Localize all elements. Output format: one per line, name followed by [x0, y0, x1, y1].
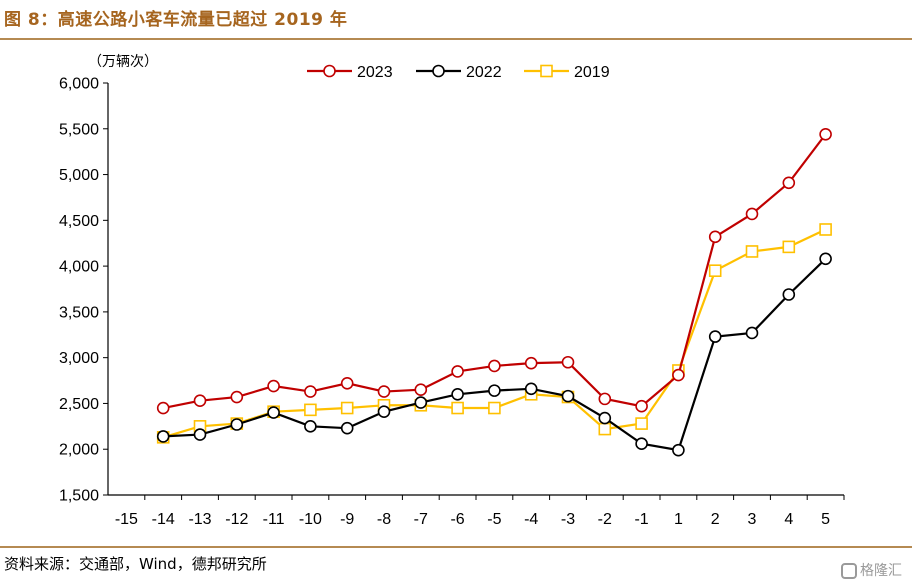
- data-point-2023: [340, 377, 354, 390]
- data-point-2022: [193, 428, 207, 441]
- watermark-text: 格隆汇: [860, 563, 902, 579]
- line-chart: 1,500 2,000 2,500 3,000 3,500 4,000 4,500 5,000…: [59, 54, 845, 528]
- x-tick-label: -11: [263, 511, 285, 528]
- data-point-2023: [782, 176, 796, 190]
- data-point-2023: [267, 379, 280, 393]
- legend: 2023 2022 2019: [307, 64, 610, 81]
- x-tick-label: -15: [115, 511, 138, 528]
- data-point-2022: [488, 384, 501, 397]
- data-point-2022: [304, 420, 317, 433]
- data-point-2022: [340, 421, 354, 435]
- y-tick-label: 3,500: [59, 304, 99, 321]
- x-tick-label: -13: [188, 511, 211, 528]
- x-tick-label: -6: [450, 511, 464, 528]
- data-point-2023: [819, 127, 832, 141]
- figure-title: 图 8：高速公路小客车流量已超过 2019 年: [4, 10, 348, 30]
- data-point-2023: [598, 392, 612, 406]
- data-point-2023: [524, 356, 538, 370]
- data-point-2023: [304, 385, 317, 398]
- data-point-2019: [340, 401, 354, 415]
- x-tick-label: -2: [598, 511, 612, 528]
- data-point-2023: [230, 390, 244, 404]
- data-point-2023: [708, 230, 722, 244]
- y-tick-label: 6,000: [59, 76, 99, 93]
- data-point-2022: [451, 387, 464, 401]
- data-point-2023: [156, 401, 170, 415]
- y-tick-label: 5,000: [59, 167, 99, 184]
- data-point-2019: [819, 223, 832, 236]
- data-point-2023: [414, 383, 428, 397]
- data-point-2022: [745, 326, 759, 340]
- x-tick-label: -5: [487, 511, 501, 528]
- data-point-2022: [819, 252, 832, 266]
- top-rule: [0, 38, 912, 40]
- source-note: 资料来源：交通部，Wind，德邦研究所: [4, 555, 267, 573]
- x-tick-label: -3: [561, 511, 575, 528]
- watermark: 格隆汇: [841, 560, 902, 580]
- data-point-2023: [561, 355, 575, 369]
- y-tick-label: 2,500: [59, 396, 99, 413]
- y-axis-unit-label: （万辆次）: [88, 54, 158, 70]
- legend-marker-2023: [323, 64, 336, 78]
- x-tick-label: -4: [524, 511, 538, 528]
- data-point-2019: [745, 245, 759, 258]
- x-tick-label: -9: [340, 511, 354, 528]
- data-point-2022: [156, 430, 170, 443]
- legend-marker-2019: [540, 64, 553, 78]
- data-point-2019: [451, 401, 464, 415]
- watermark-logo-icon: [841, 563, 857, 579]
- x-tick-label: 1: [674, 511, 683, 528]
- y-tick-label: 1,500: [59, 488, 99, 505]
- data-point-2019: [782, 240, 796, 254]
- bottom-rule: [0, 546, 912, 548]
- data-point-2019: [598, 422, 612, 436]
- series-line-2022: [163, 257, 827, 452]
- data-point-2022: [561, 389, 575, 403]
- data-point-2023: [193, 394, 207, 407]
- data-point-2019: [708, 264, 722, 277]
- data-point-2023: [672, 368, 685, 382]
- x-tick-label: 5: [821, 511, 830, 528]
- legend-marker-2022: [432, 64, 445, 78]
- legend-label-2022: 2022: [466, 64, 502, 81]
- data-point-2019: [304, 403, 317, 417]
- data-point-2022: [267, 406, 280, 419]
- x-tick-label: 2: [711, 511, 720, 528]
- y-tick-label: 4,000: [59, 259, 99, 276]
- data-point-2019: [488, 401, 501, 415]
- y-tick-label: 5,500: [59, 121, 99, 138]
- legend-label-2019: 2019: [574, 64, 610, 81]
- data-point-2022: [377, 405, 391, 418]
- data-point-2022: [672, 443, 685, 457]
- x-tick-label: -1: [634, 511, 648, 528]
- data-point-2023: [451, 365, 464, 378]
- x-tick-label: -10: [299, 511, 322, 528]
- data-point-2023: [635, 399, 648, 413]
- y-tick-label: 3,000: [59, 350, 99, 367]
- data-point-2019: [635, 417, 648, 430]
- x-tick-label: -14: [152, 511, 175, 528]
- x-tick-label: -12: [225, 511, 248, 528]
- x-tick-label: -8: [377, 511, 391, 528]
- x-tick-label: 3: [748, 511, 757, 528]
- data-point-2022: [782, 288, 796, 301]
- legend-label-2023: 2023: [357, 64, 393, 81]
- data-point-2022: [524, 382, 538, 396]
- data-point-2022: [230, 418, 244, 431]
- data-point-2022: [635, 437, 648, 451]
- y-tick-label: 4,500: [59, 213, 99, 230]
- data-point-2023: [377, 385, 391, 398]
- data-point-2023: [745, 207, 759, 221]
- y-tick-label: 2,000: [59, 442, 99, 459]
- plot-area: 1,500 2,000 2,500 3,000 3,500 4,000 4,500 5,000…: [59, 76, 845, 528]
- data-point-2022: [414, 396, 428, 409]
- x-tick-label: -7: [414, 511, 428, 528]
- data-point-2022: [708, 330, 722, 343]
- data-point-2022: [598, 411, 612, 425]
- x-tick-label: 4: [784, 511, 793, 528]
- data-point-2023: [488, 359, 501, 373]
